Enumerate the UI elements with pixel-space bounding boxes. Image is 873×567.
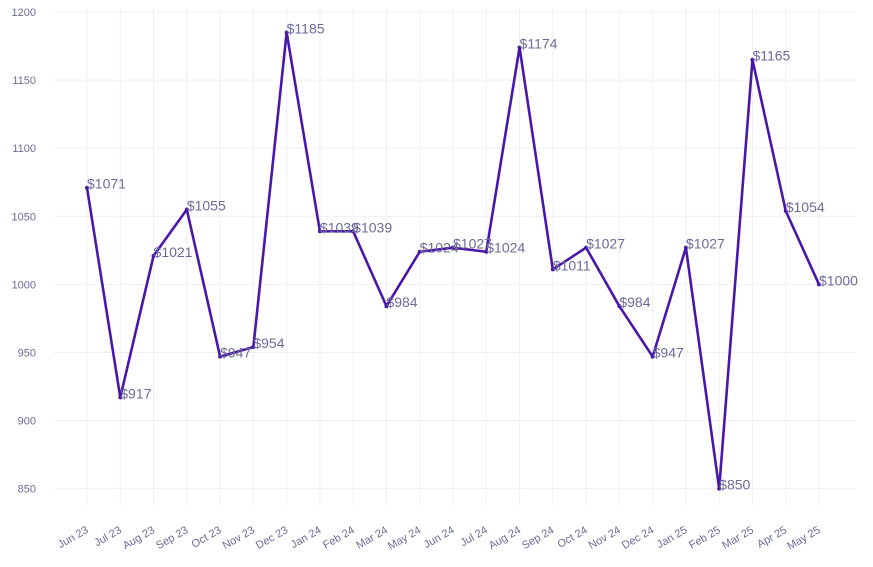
data-point bbox=[750, 57, 755, 62]
y-tick-label: 850 bbox=[18, 484, 36, 496]
data-label: $1055 bbox=[187, 198, 226, 214]
data-label: $1024 bbox=[420, 240, 459, 256]
data-label: $1000 bbox=[819, 272, 858, 288]
data-point bbox=[683, 245, 688, 250]
grid bbox=[54, 8, 856, 505]
x-tick-label: Dec 24 bbox=[620, 524, 656, 552]
x-tick-label: Oct 24 bbox=[556, 524, 590, 551]
x-tick-label: Nov 23 bbox=[221, 524, 257, 552]
data-point bbox=[85, 185, 89, 190]
data-point bbox=[783, 208, 788, 213]
data-point bbox=[484, 249, 489, 254]
x-tick-label: Oct 23 bbox=[190, 524, 224, 551]
x-tick-label: Jun 23 bbox=[56, 524, 91, 551]
x-tick-label: Jul 23 bbox=[92, 524, 123, 549]
data-label: $917 bbox=[120, 385, 151, 401]
data-label: $984 bbox=[619, 294, 650, 310]
x-tick-label: Sep 24 bbox=[520, 524, 556, 552]
data-label: $850 bbox=[719, 477, 750, 493]
data-point bbox=[650, 354, 655, 359]
data-point bbox=[417, 249, 422, 254]
y-axis: 1200 1150 1100 1050 1000 950 900 850 bbox=[12, 7, 36, 496]
data-label: $1039 bbox=[320, 219, 359, 235]
data-label: $1021 bbox=[154, 244, 193, 260]
data-label: $1027 bbox=[453, 236, 492, 252]
data-point bbox=[184, 207, 189, 212]
data-label: $984 bbox=[386, 294, 417, 310]
data-label: $954 bbox=[253, 335, 284, 351]
data-label: $947 bbox=[220, 345, 251, 361]
data-label: $1039 bbox=[353, 219, 392, 235]
y-tick-label: 950 bbox=[18, 347, 36, 359]
y-tick-label: 1150 bbox=[12, 75, 36, 87]
x-tick-label: Mar 25 bbox=[720, 524, 756, 552]
x-tick-label: May 24 bbox=[386, 524, 423, 552]
data-point bbox=[617, 304, 622, 309]
data-point bbox=[817, 282, 821, 287]
x-tick-label: Jul 24 bbox=[458, 524, 489, 549]
data-point bbox=[251, 345, 256, 350]
data-label: $1027 bbox=[586, 236, 625, 252]
data-point bbox=[451, 245, 455, 250]
data-point bbox=[118, 395, 123, 400]
data-point bbox=[550, 267, 555, 272]
data-label: $1165 bbox=[752, 48, 790, 64]
data-label: $1027 bbox=[686, 236, 725, 252]
data-label: $1174 bbox=[520, 35, 558, 51]
data-point bbox=[717, 486, 722, 491]
x-tick-label: Dec 23 bbox=[254, 524, 290, 552]
data-point bbox=[351, 229, 356, 234]
data-label: $1071 bbox=[87, 176, 126, 192]
data-point bbox=[218, 354, 223, 359]
data-point bbox=[517, 45, 522, 50]
y-tick-label: 1050 bbox=[12, 211, 36, 223]
data-point bbox=[584, 245, 589, 250]
x-tick-label: May 25 bbox=[785, 524, 822, 552]
x-tick-label: Jan 25 bbox=[655, 524, 690, 551]
data-label: $1024 bbox=[486, 240, 525, 256]
x-tick-label: Aug 24 bbox=[487, 524, 523, 552]
y-tick-label: 900 bbox=[18, 416, 36, 428]
x-tick-label: Apr 25 bbox=[755, 524, 789, 551]
data-point bbox=[284, 30, 289, 35]
data-point bbox=[317, 229, 322, 234]
y-tick-label: 1200 bbox=[12, 7, 36, 19]
x-tick-label: Aug 23 bbox=[121, 524, 157, 552]
data-label: $1185 bbox=[287, 21, 325, 37]
data-label: $1011 bbox=[553, 257, 591, 273]
data-point bbox=[384, 304, 389, 309]
data-point bbox=[151, 253, 156, 258]
series bbox=[85, 30, 821, 491]
data-label: $1054 bbox=[786, 199, 825, 215]
x-tick-label: Sep 23 bbox=[154, 524, 190, 552]
x-tick-label: Mar 24 bbox=[354, 524, 390, 552]
x-tick-label: Feb 25 bbox=[687, 524, 723, 552]
data-label: $947 bbox=[653, 345, 684, 361]
x-tick-label: Feb 24 bbox=[321, 524, 357, 552]
x-tick-label: Jun 24 bbox=[422, 524, 457, 551]
x-tick-label: Nov 24 bbox=[587, 524, 623, 552]
y-tick-label: 1100 bbox=[12, 143, 36, 155]
data-labels: $1071$917$1021$1055$947$954$1185$1039$10… bbox=[87, 21, 858, 493]
y-tick-label: 1000 bbox=[12, 279, 36, 291]
x-tick-label: Jan 24 bbox=[289, 524, 324, 551]
